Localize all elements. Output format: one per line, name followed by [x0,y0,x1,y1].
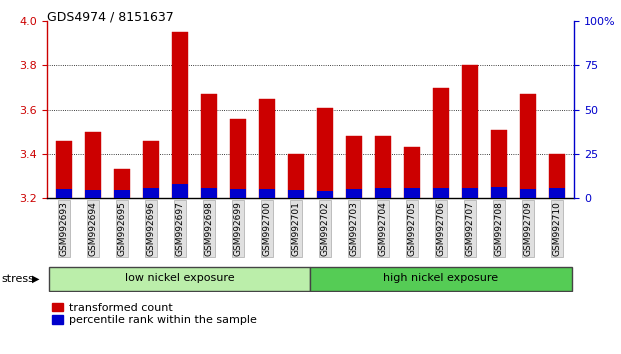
Bar [114,190,130,198]
Bar [317,108,333,198]
Bar [520,94,536,198]
Bar [85,190,101,198]
Bar [172,32,188,198]
Bar [85,132,101,198]
Bar [462,188,478,198]
Text: ▶: ▶ [32,274,40,284]
Bar [230,119,246,198]
Bar [259,189,275,198]
Bar [143,188,159,198]
Bar [56,189,72,198]
Text: high nickel exposure: high nickel exposure [383,273,499,283]
Bar [317,191,333,198]
Bar [375,136,391,198]
Bar [56,141,72,198]
Bar [143,141,159,198]
Bar [201,188,217,198]
Bar [491,130,507,198]
Text: GDS4974 / 8151637: GDS4974 / 8151637 [47,11,173,24]
Bar [549,154,565,198]
Bar [433,188,449,198]
Bar [114,170,130,198]
Bar [201,94,217,198]
Bar [259,99,275,198]
Bar [375,188,391,198]
Bar [404,188,420,198]
Legend: transformed count, percentile rank within the sample: transformed count, percentile rank withi… [52,303,256,325]
Bar [462,65,478,198]
Bar [549,188,565,198]
Bar [288,154,304,198]
Bar [288,190,304,198]
Bar [346,136,362,198]
Bar [172,184,188,198]
Bar [404,147,420,198]
Text: stress: stress [1,274,34,284]
FancyBboxPatch shape [50,267,310,291]
Bar [230,189,246,198]
Bar [346,189,362,198]
Bar [433,88,449,198]
Bar [520,188,536,198]
FancyBboxPatch shape [310,267,571,291]
Bar [491,187,507,198]
Text: low nickel exposure: low nickel exposure [125,273,235,283]
